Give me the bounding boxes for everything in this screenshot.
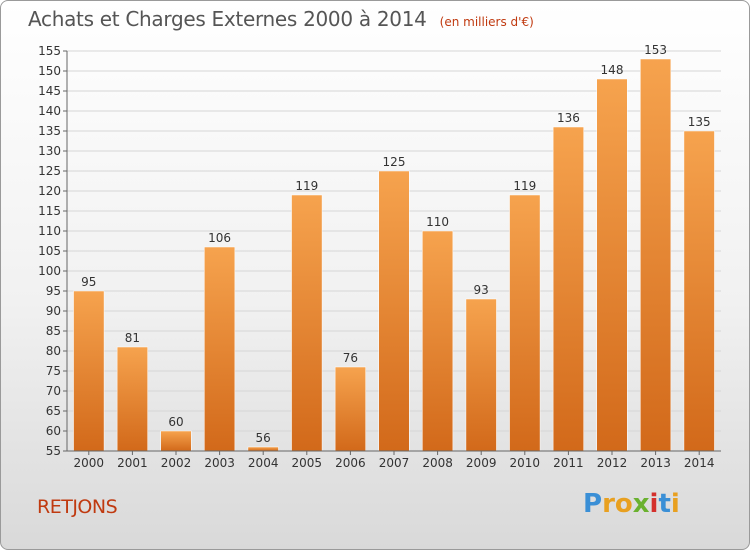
value-label: 110	[426, 215, 449, 229]
bar	[640, 58, 672, 452]
value-label: 95	[81, 275, 96, 289]
x-tick-label: 2002	[161, 456, 192, 470]
y-tick-label: 105	[38, 244, 61, 258]
x-tick-label: 2006	[335, 456, 366, 470]
y-tick-label: 125	[38, 164, 61, 178]
value-label: 60	[168, 415, 183, 429]
bar	[552, 126, 584, 452]
logo-letter: r	[602, 489, 615, 519]
x-tick-label: 2011	[553, 456, 584, 470]
y-tick-label: 95	[46, 284, 61, 298]
x-tick-label: 2014	[684, 456, 715, 470]
x-tick-label: 2000	[74, 456, 105, 470]
logo-letter: o	[614, 489, 633, 519]
bar	[683, 130, 715, 452]
x-tick-label: 2012	[597, 456, 628, 470]
value-label: 125	[383, 155, 406, 169]
y-tick-label: 85	[46, 324, 61, 338]
y-tick-label: 110	[38, 224, 61, 238]
y-tick-label: 75	[46, 364, 61, 378]
value-label: 148	[601, 63, 624, 77]
x-tick-label: 2009	[466, 456, 497, 470]
axes: 55 60 65 70 75 80 85 90 95 100 105 110 115 120 125 130 1…	[38, 44, 721, 458]
y-tick-label: 155	[38, 44, 61, 58]
y-tick-label: 140	[38, 104, 61, 118]
logo-letter: i	[670, 489, 680, 519]
proxiti-logo[interactable]: Proxiti	[583, 489, 680, 519]
bar	[465, 298, 497, 452]
value-label: 119	[295, 179, 318, 193]
value-label: 56	[256, 431, 271, 445]
y-tick-label: 135	[38, 124, 61, 138]
value-label: 136	[557, 111, 580, 125]
city-name: RETJONS	[37, 496, 118, 518]
chart-title: Achats et Charges Externes 2000 à 2014	[28, 7, 427, 31]
logo-letter: x	[632, 489, 650, 519]
logo-letter: i	[649, 489, 659, 519]
y-tick-label: 115	[38, 204, 61, 218]
y-tick-label: 120	[38, 184, 61, 198]
value-label: 93	[474, 283, 489, 297]
y-tick-label: 150	[38, 64, 61, 78]
bar	[204, 246, 236, 452]
bar	[334, 366, 366, 452]
y-tick-label: 145	[38, 84, 61, 98]
bar	[596, 78, 628, 452]
x-tick-label: 2004	[248, 456, 279, 470]
bars	[73, 58, 715, 452]
labels: 95 2000 81 2001 60 2002 106 2003 56 2004 119 2005 76…	[74, 43, 715, 470]
value-label: 106	[208, 231, 231, 245]
y-tick-label: 100	[38, 264, 61, 278]
value-label: 76	[343, 351, 358, 365]
x-tick-label: 2010	[510, 456, 541, 470]
x-tick-label: 2005	[292, 456, 323, 470]
x-tick-label: 2013	[640, 456, 671, 470]
bar	[116, 346, 148, 452]
bar	[422, 230, 454, 452]
y-tick-label: 90	[46, 304, 61, 318]
value-label: 119	[513, 179, 536, 193]
x-tick-label: 2008	[422, 456, 453, 470]
y-tick-label: 65	[46, 404, 61, 418]
bar	[160, 430, 192, 452]
value-label: 153	[644, 43, 667, 57]
x-tick-label: 2001	[117, 456, 148, 470]
bar	[73, 290, 105, 452]
value-label: 135	[688, 115, 711, 129]
x-tick-label: 2007	[379, 456, 410, 470]
logo-letter: P	[583, 489, 603, 519]
y-tick-label: 55	[46, 444, 61, 458]
bar	[247, 446, 279, 452]
y-tick-label: 130	[38, 144, 61, 158]
bar	[291, 194, 323, 452]
chart-header: Achats et Charges Externes 2000 à 2014 (…	[28, 7, 534, 31]
logo-letter: t	[658, 489, 671, 519]
bar	[509, 194, 541, 452]
y-tick-label: 80	[46, 344, 61, 358]
bar	[378, 170, 410, 452]
value-label: 81	[125, 331, 140, 345]
y-tick-label: 70	[46, 384, 61, 398]
x-tick-label: 2003	[204, 456, 235, 470]
y-tick-label: 60	[46, 424, 61, 438]
chart-subtitle: (en milliers d'€)	[439, 15, 534, 29]
